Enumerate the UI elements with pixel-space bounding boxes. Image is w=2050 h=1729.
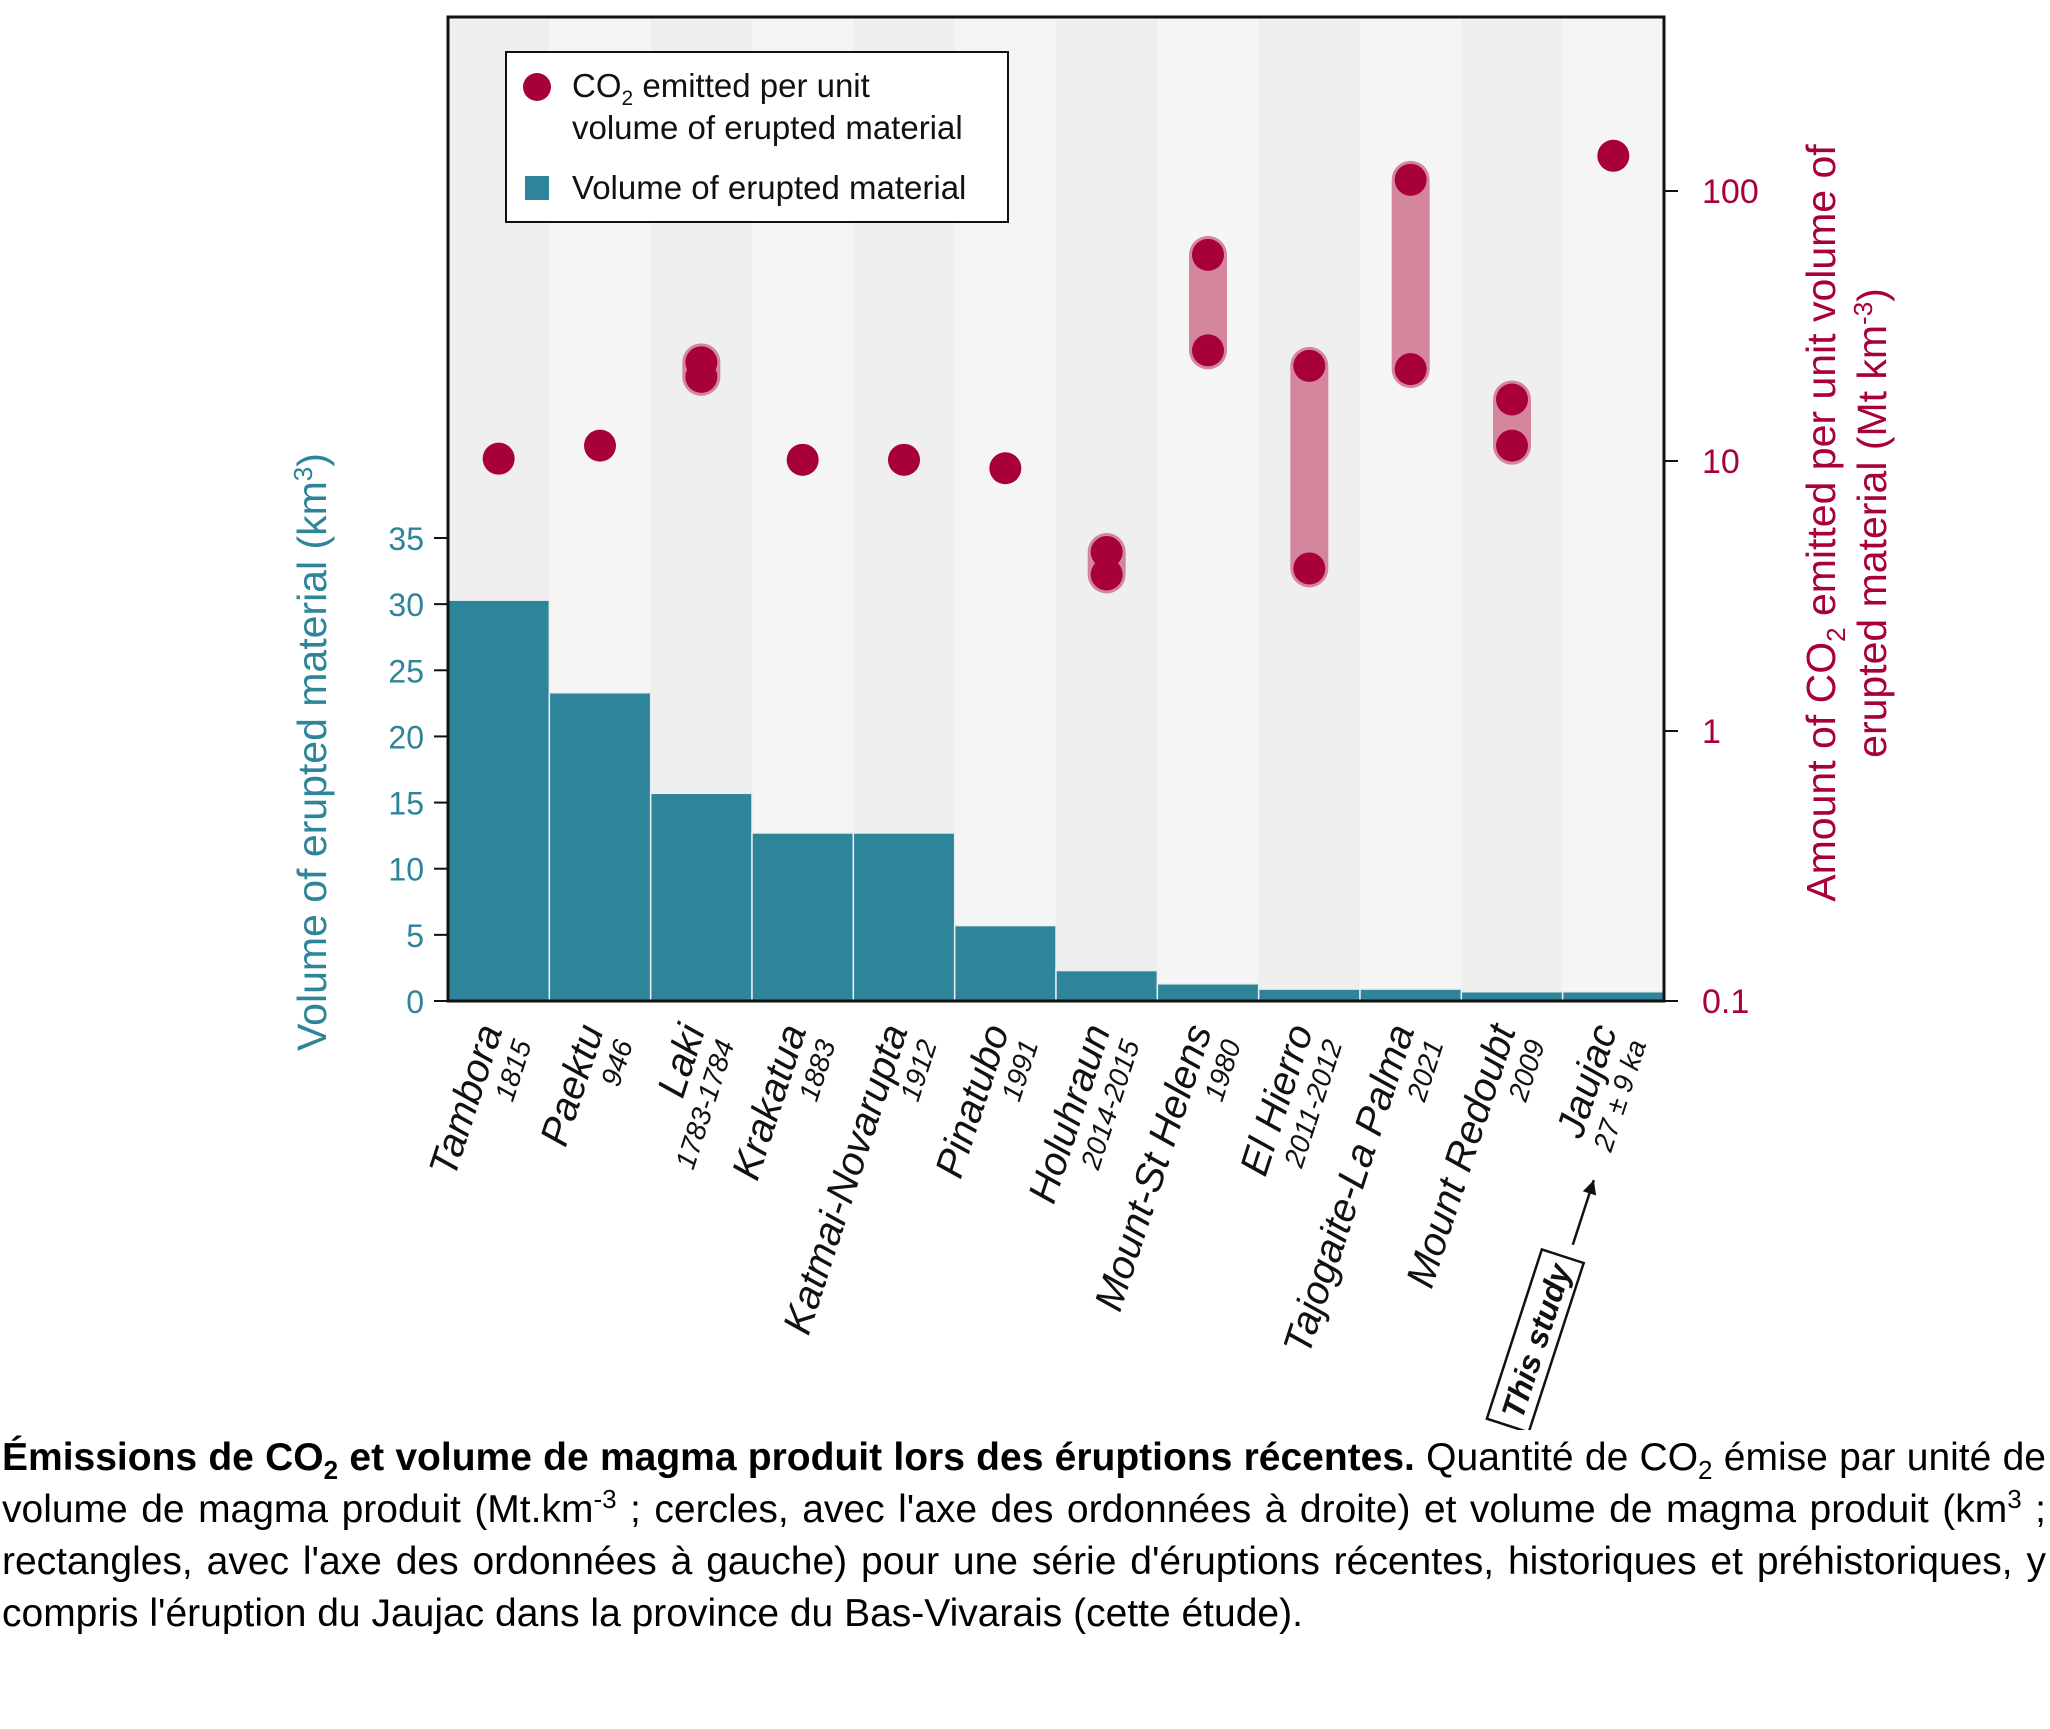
this-study-label: This study <box>1494 1257 1578 1422</box>
co2-point-max <box>1496 383 1528 416</box>
co2-point-min <box>1090 558 1123 591</box>
co2-point-min <box>1293 552 1326 585</box>
chart: 0 5 10 15 20 25 30 35 0.1 1 10 100 Tambora1815Paek… <box>288 15 1895 1430</box>
bar-volume <box>548 692 652 1002</box>
this-study-box <box>1485 1247 1586 1430</box>
co2-range <box>1391 160 1430 389</box>
column-background <box>1461 17 1563 1001</box>
co2-point-max <box>1394 163 1427 196</box>
category-label: Pinatubo <box>927 1019 1018 1183</box>
left-axis-tick-label: 25 <box>388 653 424 689</box>
column-background <box>1562 17 1664 1001</box>
left-axis-tick-label: 5 <box>406 918 424 954</box>
co2-range <box>1189 235 1227 370</box>
legend: CO2 emitted per unit volume of erupted m… <box>505 51 1009 223</box>
right-axis-label-line1: Amount of CO2 emitted per unit volume of <box>1798 144 1851 902</box>
caption-title: Émissions de CO2 et volume de magma prod… <box>2 1436 1415 1485</box>
column-background <box>1157 17 1259 1001</box>
arrow-head <box>1582 1180 1597 1196</box>
bar-volume <box>852 832 956 1002</box>
co2-point-max <box>989 452 1022 485</box>
plot-frame <box>446 15 1666 1003</box>
category-label: Tambora <box>421 1019 511 1181</box>
legend-volume-label: Volume of erupted material <box>572 169 966 206</box>
bar-volume <box>649 792 753 1002</box>
co2-point-min <box>685 360 718 393</box>
right-axis-tick-label: 1 <box>1702 713 1721 751</box>
right-axis-tick-label: 0.1 <box>1702 983 1749 1021</box>
right-axis-tick-label: 10 <box>1702 443 1740 481</box>
left-axis-tick-label: 0 <box>406 984 424 1020</box>
legend-co2-label-line2: volume of erupted material <box>572 109 963 146</box>
left-axis-tick-label: 20 <box>388 719 424 755</box>
co2-point-max <box>1293 349 1326 382</box>
legend-co2-label: CO2 emitted per unit <box>572 67 870 110</box>
co2-point-max <box>1192 238 1224 271</box>
right-axis-tick-label: 100 <box>1702 173 1759 211</box>
co2-point-max <box>1090 536 1123 569</box>
bar-volume <box>1257 988 1361 1002</box>
co2-point-max <box>888 443 920 476</box>
bar-volume <box>1156 983 1260 1002</box>
bar-volume <box>447 599 551 1002</box>
bar-volume <box>751 832 855 1002</box>
bar-volume <box>1055 969 1159 1002</box>
left-axis-tick-label: 15 <box>388 786 424 822</box>
co2-point-min <box>1192 334 1224 367</box>
category-label: Paektu <box>532 1019 612 1151</box>
co2-point-max <box>482 442 515 475</box>
bar-volume <box>1359 988 1463 1002</box>
legend-volume-marker <box>525 176 549 200</box>
bar-volume <box>953 924 1057 1002</box>
left-axis-tick-label: 10 <box>388 852 424 888</box>
co2-point-max <box>584 429 616 462</box>
left-axis-tick-label: 30 <box>388 587 424 623</box>
category-label: Krakatua <box>724 1019 815 1185</box>
left-axis-label: Volume of erupted material (km3) <box>288 453 335 1051</box>
column-background <box>1056 17 1158 1001</box>
legend-co2-marker <box>523 73 551 101</box>
co2-point-max <box>1597 139 1630 172</box>
figure-caption: Émissions de CO2 et volume de magma prod… <box>2 1436 2047 1635</box>
right-axis-label-line2: erupted material (Mt km-3) <box>1848 288 1895 758</box>
co2-point-min <box>1394 353 1427 386</box>
co2-point-min <box>1496 429 1528 462</box>
co2-range <box>1290 346 1329 588</box>
co2-point-max <box>786 443 819 476</box>
left-axis-tick-label: 35 <box>388 521 424 557</box>
